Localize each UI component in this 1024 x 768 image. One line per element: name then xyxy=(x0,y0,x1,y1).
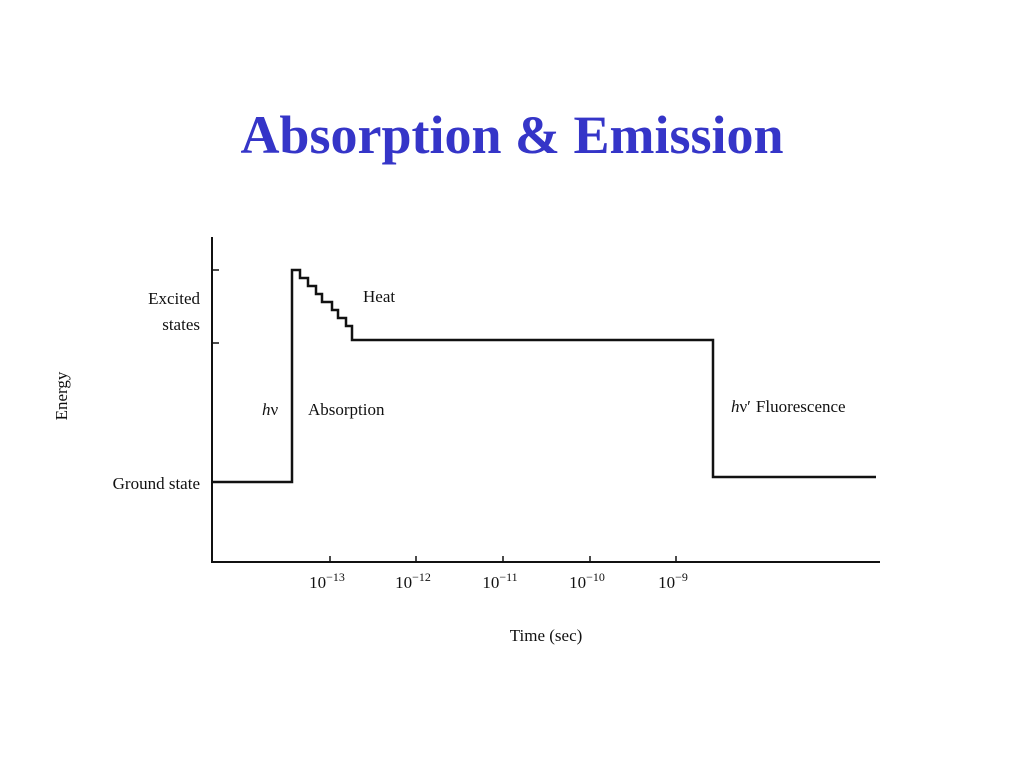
tick-exponent: −12 xyxy=(412,570,431,584)
energy-path xyxy=(212,268,876,484)
symbol-h: h xyxy=(731,397,740,416)
excited-label: Excited xyxy=(148,289,200,308)
tick-base: 10 xyxy=(309,573,326,592)
tick-base: 10 xyxy=(658,573,675,592)
ground-label: Ground state xyxy=(113,474,200,493)
x-tick-label: 10−13 xyxy=(309,570,345,592)
heat-label: Heat xyxy=(363,287,395,306)
x-tick-label: 10−9 xyxy=(658,570,688,592)
x-axis-label: Time (sec) xyxy=(510,626,583,645)
symbol-nu: ν xyxy=(271,400,279,419)
symbol-h: h xyxy=(262,400,271,419)
absorption-label: Absorption xyxy=(308,400,385,419)
fluorescence-label: hν′ Fluorescence xyxy=(731,397,846,416)
tick-exponent: −13 xyxy=(326,570,345,584)
tick-base: 10 xyxy=(395,573,412,592)
tick-exponent: −10 xyxy=(586,570,605,584)
diagram xyxy=(211,237,880,563)
absorption-symbol: hν xyxy=(262,400,279,419)
slide-title: Absorption & Emission xyxy=(240,105,783,165)
tick-base: 10 xyxy=(482,573,499,592)
tick-base: 10 xyxy=(569,573,586,592)
tick-exponent: −11 xyxy=(499,570,517,584)
x-tick-label: 10−12 xyxy=(395,570,431,592)
x-tick-label: 10−10 xyxy=(569,570,605,592)
y-axis-label: Energy xyxy=(52,371,71,420)
x-tick-label: 10−11 xyxy=(482,570,517,592)
excited-label: states xyxy=(162,315,200,334)
symbol-nu: ν′ xyxy=(740,397,751,416)
fluorescence-text: Fluorescence xyxy=(756,397,846,416)
tick-exponent: −9 xyxy=(675,570,688,584)
